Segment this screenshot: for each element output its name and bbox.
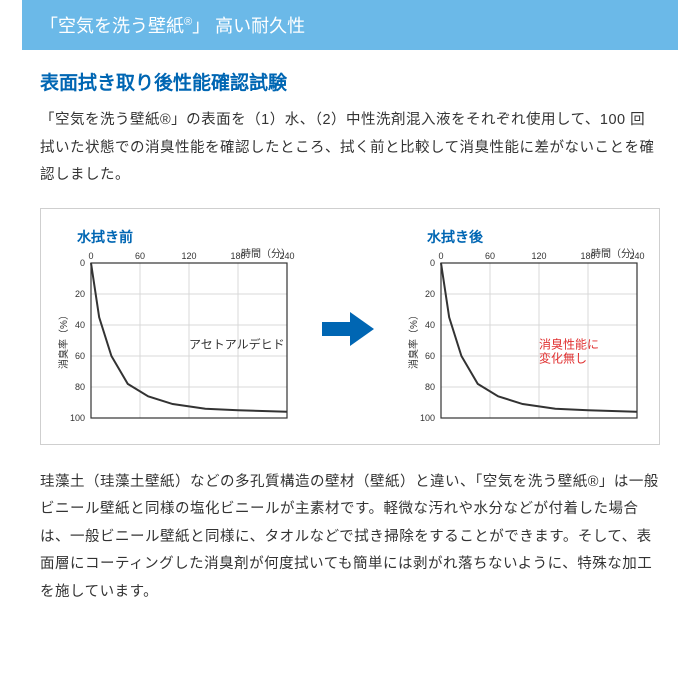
svg-text:20: 20 (425, 289, 435, 299)
banner-reg: ® (184, 16, 192, 28)
svg-text:0: 0 (88, 251, 93, 261)
arrow (320, 309, 380, 349)
subtitle: 表面拭き取り後性能確認試験 (40, 68, 660, 95)
chart-left-title: 水拭き前 (0, 227, 295, 247)
svg-text:120: 120 (531, 251, 546, 261)
banner-text-post: 」 高い耐久性 (192, 16, 305, 36)
svg-text:時間（分）: 時間（分） (591, 248, 641, 260)
svg-text:60: 60 (75, 351, 85, 361)
svg-text:80: 80 (75, 382, 85, 392)
svg-text:100: 100 (420, 413, 435, 423)
chart-left-block: 水拭き前 060120180240020406080100時間（分）消臭率（%）… (55, 227, 295, 432)
svg-text:60: 60 (425, 351, 435, 361)
svg-text:消臭率（%）: 消臭率（%） (407, 310, 420, 369)
svg-text:60: 60 (135, 251, 145, 261)
chart-right: 060120180240020406080100時間（分）消臭率（%）消臭性能に… (405, 247, 645, 432)
banner: 「空気を洗う壁紙®」 高い耐久性 (22, 0, 678, 50)
svg-text:0: 0 (430, 258, 435, 268)
chart-right-title: 水拭き後 (265, 227, 645, 247)
svg-text:変化無し: 変化無し (539, 350, 587, 365)
arrow-icon (320, 309, 376, 349)
svg-text:消臭性能に: 消臭性能に (539, 336, 599, 351)
svg-text:消臭率（%）: 消臭率（%） (57, 310, 70, 369)
svg-text:時間（分）: 時間（分） (241, 248, 291, 260)
svg-text:アセトアルデヒド: アセトアルデヒド (189, 336, 285, 351)
chart-right-block: 水拭き後 060120180240020406080100時間（分）消臭率（%）… (405, 227, 645, 432)
svg-text:80: 80 (425, 382, 435, 392)
svg-text:40: 40 (425, 320, 435, 330)
svg-text:60: 60 (485, 251, 495, 261)
chart-left: 060120180240020406080100時間（分）消臭率（%）アセトアル… (55, 247, 295, 432)
page-root: 「空気を洗う壁紙®」 高い耐久性 表面拭き取り後性能確認試験 「空気を洗う壁紙®… (0, 0, 700, 644)
svg-text:0: 0 (80, 258, 85, 268)
svg-text:120: 120 (181, 251, 196, 261)
paragraph-2: 珪藻土（珪藻土壁紙）などの多孔質構造の壁材（壁紙）と違い、「空気を洗う壁紙®」は… (40, 469, 660, 607)
paragraph-1: 「空気を洗う壁紙®」の表面を（1）水、（2）中性洗剤混入液をそれぞれ使用して、1… (40, 107, 660, 190)
charts-container: 水拭き前 060120180240020406080100時間（分）消臭率（%）… (40, 208, 660, 445)
svg-text:0: 0 (438, 251, 443, 261)
svg-text:100: 100 (70, 413, 85, 423)
svg-text:40: 40 (75, 320, 85, 330)
banner-text-pre: 「空気を洗う壁紙 (40, 16, 184, 36)
svg-text:20: 20 (75, 289, 85, 299)
